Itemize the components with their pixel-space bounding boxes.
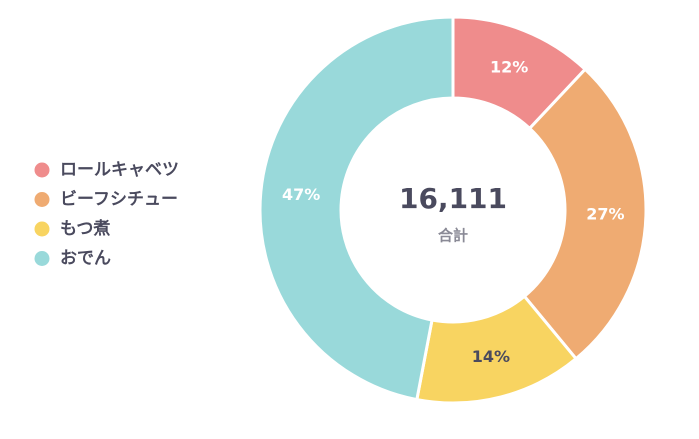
legend-label: ビーフシチュー xyxy=(60,190,178,210)
slice-label: 47% xyxy=(282,185,320,204)
legend-marker xyxy=(34,162,50,178)
legend-marker xyxy=(34,251,50,266)
center-total: 16,111 xyxy=(399,182,507,215)
legend-marker xyxy=(34,192,50,207)
legend-label: もつ煮 xyxy=(60,219,110,239)
legend-marker xyxy=(34,221,50,237)
legend-label: おでん xyxy=(60,249,111,269)
legend-label: ロールキャベツ xyxy=(60,160,179,180)
slice-label: 12% xyxy=(490,58,528,77)
donut-slice xyxy=(258,15,455,402)
slice-label: 27% xyxy=(586,204,624,223)
donut-slice xyxy=(522,67,648,361)
slice-label: 14% xyxy=(472,347,510,366)
center-caption: 合計 xyxy=(437,227,468,245)
